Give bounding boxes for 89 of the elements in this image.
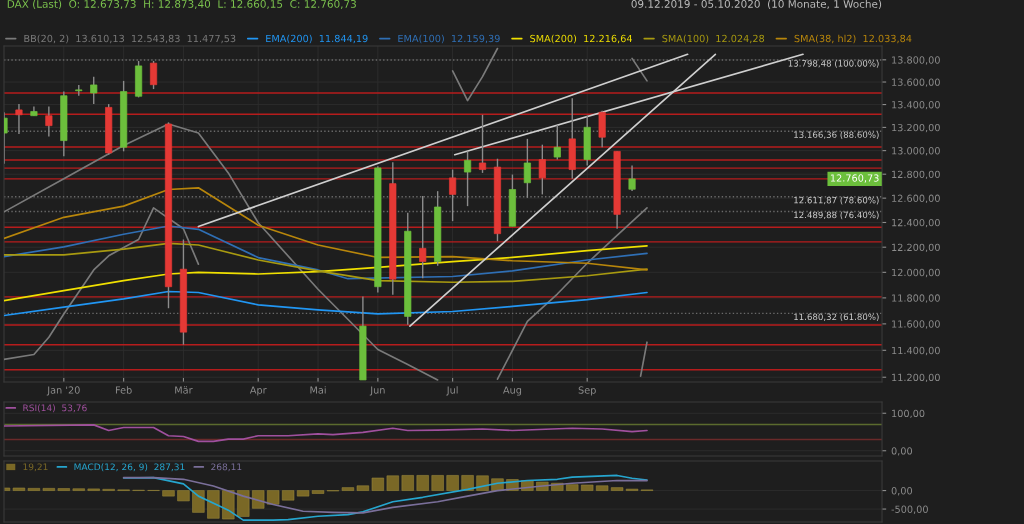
bar (596, 485, 609, 491)
ref-line-label: 11.680,32 (61.80%) (794, 313, 879, 322)
legend-label: 19,21 (23, 463, 48, 472)
bar (162, 490, 175, 497)
bar (281, 490, 295, 501)
bar (446, 475, 459, 491)
candlestick (90, 75, 98, 105)
legend-label: SMA(200) 12.216,64 (530, 34, 633, 44)
chart-title: DAX (Last) O: 12.673,73 H: 12.873,40 L: 12.660,15 C: 12.760,73 (7, 0, 356, 10)
y-tick-label: -500,00 (891, 505, 928, 514)
candlestick (553, 124, 561, 161)
y-tick-label: 12.000,00 (892, 268, 940, 278)
bar (207, 490, 220, 519)
y-tick-label: 13.400,00 (892, 101, 940, 110)
y-tick-label: 12.800,00 (892, 170, 940, 180)
bar (177, 490, 190, 502)
chart-subtitle: 09.12.2019 - 05.10.2020 (10 Monate, 1 Woche) (631, 0, 882, 10)
bar (57, 488, 70, 491)
bar (386, 475, 399, 491)
candlestick (15, 103, 23, 135)
legend-label: MACD(12, 26, 9) 287,31 (74, 463, 185, 472)
bar (192, 490, 205, 513)
y-tick-label: 13.800,00 (892, 56, 940, 65)
x-tick-label: Aug (503, 386, 522, 396)
legend-label: SMA(38, hl2) 12.033,84 (794, 34, 912, 44)
candlestick (478, 114, 487, 174)
x-tick-label: Jun (369, 386, 385, 396)
y-tick-label: 13.200,00 (892, 123, 940, 133)
line-series (4, 424, 648, 443)
bar (267, 490, 280, 505)
candlestick (464, 150, 472, 207)
bar (431, 475, 444, 491)
candlestick (538, 143, 546, 196)
bar (27, 488, 41, 491)
x-tick-label: Sep (578, 386, 596, 396)
x-tick-label: Mär (175, 386, 193, 394)
bar (356, 485, 370, 491)
bar (42, 488, 56, 491)
bar (401, 475, 414, 491)
ref-line-label: 13.798,48 (100.00%) (788, 60, 879, 68)
legend-label: BB(20, 2) 13.610,13 12.543,83 11.477,53 (24, 34, 236, 44)
y-tick-label: 12.400,00 (892, 218, 940, 228)
legend-label: EMA(200) 11.844,19 (266, 34, 368, 44)
line-series (4, 290, 648, 317)
y-tick-label: 12.600,00 (892, 194, 940, 203)
line-series (4, 186, 648, 271)
line-series (122, 474, 648, 521)
candlestick (449, 168, 457, 222)
legend-label: RSI(14) 53,76 (23, 404, 87, 413)
legend-label: EMA(100) 12.159,39 (398, 34, 500, 44)
bar (416, 475, 429, 491)
line-series (4, 244, 648, 302)
candlestick (523, 138, 531, 199)
y-tick-label: 0,00 (891, 447, 913, 456)
bar (610, 487, 624, 491)
x-tick-label: Mai (310, 386, 326, 394)
candlestick (628, 164, 636, 192)
line-series (122, 476, 648, 514)
x-tick-label: Jan '20 (46, 386, 80, 396)
ref-line-label: 12.489,88 (76.40%) (794, 211, 879, 220)
bar (222, 490, 235, 520)
y-tick-label: 0,00 (891, 487, 913, 496)
ref-line-label: 12.760,73 (830, 174, 879, 183)
bar (371, 477, 384, 491)
x-tick-label: Feb (115, 386, 132, 394)
legend-label: SMA(100) 12.024,28 (662, 34, 765, 44)
y-tick-label: 13.600,00 (892, 78, 940, 87)
legend-label: 268,11 (211, 463, 242, 472)
y-tick-label: 11.800,00 (892, 294, 940, 303)
candlestick (45, 105, 53, 138)
ref-line-label: 12.611,87 (78.60%) (794, 196, 879, 205)
y-tick-label: 11.400,00 (892, 346, 940, 356)
bar (237, 490, 250, 517)
ref-line-label: 13.166,36 (88.60%) (794, 131, 879, 139)
y-tick-label: 11.200,00 (892, 373, 940, 383)
bar (581, 484, 594, 491)
bar (566, 484, 579, 491)
x-tick-label: Jul (446, 386, 458, 396)
bar (296, 490, 310, 497)
candlestick (419, 195, 427, 279)
y-tick-label: 13.000,00 (892, 147, 940, 156)
y-tick-label: 12.200,00 (892, 243, 940, 253)
bar (252, 490, 265, 509)
line-series (4, 242, 648, 284)
y-tick-label: 11.600,00 (892, 320, 940, 329)
candlestick (149, 60, 158, 90)
x-tick-label: Apr (249, 386, 267, 396)
y-tick-label: 100,00 (892, 409, 925, 419)
line-series (4, 225, 648, 280)
